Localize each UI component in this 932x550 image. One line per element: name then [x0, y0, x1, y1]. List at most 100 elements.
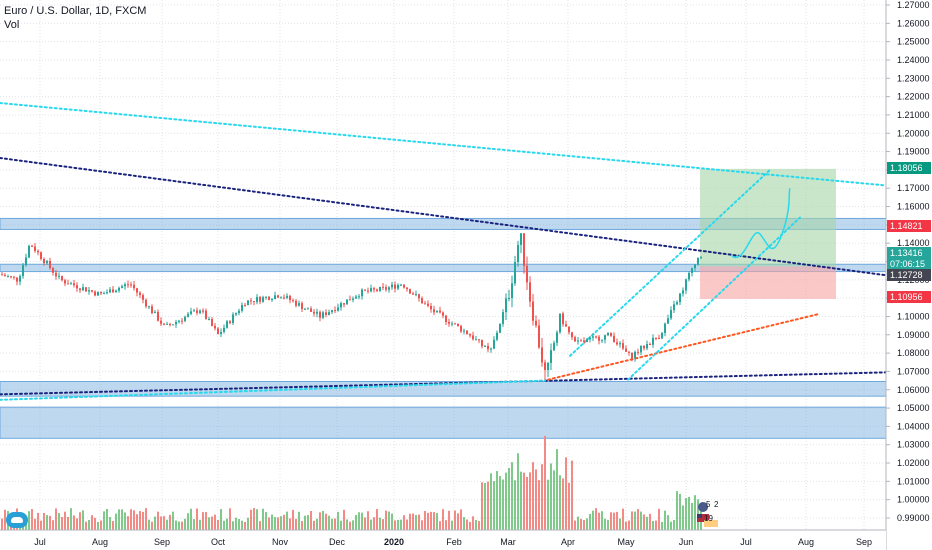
candle-bear[interactable] [325, 312, 327, 316]
candle-bull[interactable] [694, 264, 696, 269]
candle-bull[interactable] [700, 256, 702, 258]
candle-bull[interactable] [103, 293, 105, 295]
candle-bull[interactable] [232, 314, 234, 324]
candle-bear[interactable] [229, 321, 231, 324]
candle-bull[interactable] [328, 312, 330, 316]
candle-bear[interactable] [616, 342, 618, 345]
candle-bear[interactable] [655, 337, 657, 339]
candle-bull[interactable] [70, 283, 72, 285]
candle-bull[interactable] [175, 321, 177, 325]
candle-bear[interactable] [376, 289, 378, 291]
candle-bear[interactable] [472, 335, 474, 340]
candle-bull[interactable] [550, 350, 552, 364]
candle-bull[interactable] [223, 327, 225, 332]
candle-bull[interactable] [691, 268, 693, 274]
candle-bear[interactable] [532, 301, 534, 321]
candle-bull[interactable] [601, 339, 603, 341]
candle-bear[interactable] [130, 284, 132, 286]
candle-bull[interactable] [358, 296, 360, 298]
candle-bear[interactable] [31, 245, 33, 247]
trendline-rising-support[interactable] [547, 312, 821, 381]
candle-bull[interactable] [184, 316, 186, 321]
candle-bull[interactable] [265, 296, 267, 298]
candle-bull[interactable] [646, 344, 648, 349]
candle-bull[interactable] [220, 331, 222, 335]
candle-bull[interactable] [484, 345, 486, 347]
candle-bear[interactable] [16, 277, 18, 282]
candle-bear[interactable] [196, 310, 198, 314]
candle-bull[interactable] [673, 304, 675, 311]
candle-bear[interactable] [301, 303, 303, 310]
candle-bull[interactable] [355, 296, 357, 299]
candle-bull[interactable] [304, 308, 306, 310]
candle-bull[interactable] [19, 276, 21, 282]
candle-bull[interactable] [154, 311, 156, 314]
candle-bear[interactable] [52, 267, 54, 273]
candle-bear[interactable] [466, 330, 468, 335]
candle-bear[interactable] [43, 258, 45, 264]
candle-bull[interactable] [397, 284, 399, 289]
candle-bear[interactable] [349, 299, 351, 301]
candle-bear[interactable] [181, 320, 183, 322]
candle-bull[interactable] [604, 335, 606, 340]
trendline-long-term-support[interactable] [0, 371, 887, 396]
candle-bear[interactable] [100, 291, 102, 294]
candle-bear[interactable] [40, 252, 42, 259]
candle-bull[interactable] [109, 289, 111, 293]
candle-bear[interactable] [139, 292, 141, 296]
candle-bear[interactable] [157, 311, 159, 321]
candle-bull[interactable] [514, 262, 516, 284]
candle-bear[interactable] [538, 325, 540, 348]
candle-bull[interactable] [199, 310, 201, 314]
candle-bull[interactable] [352, 298, 354, 300]
candle-bull[interactable] [661, 332, 663, 339]
candle-bull[interactable] [697, 257, 699, 265]
candle-bear[interactable] [469, 334, 471, 336]
candle-bull[interactable] [361, 289, 363, 297]
candle-bear[interactable] [64, 280, 66, 284]
candle-bear[interactable] [49, 261, 51, 268]
candle-bear[interactable] [403, 284, 405, 288]
trendline-descending-resistance[interactable] [0, 156, 887, 277]
candle-bull[interactable] [238, 310, 240, 314]
candle-bull[interactable] [619, 343, 621, 345]
candle-bear[interactable] [205, 310, 207, 320]
candle-bull[interactable] [307, 308, 309, 310]
candle-bull[interactable] [370, 288, 372, 292]
candle-bull[interactable] [688, 273, 690, 280]
candle-bull[interactable] [586, 339, 588, 343]
candle-bear[interactable] [649, 344, 651, 346]
candle-bear[interactable] [55, 272, 57, 277]
candle-bear[interactable] [562, 313, 564, 325]
candle-bear[interactable] [295, 300, 297, 306]
candle-bear[interactable] [343, 303, 345, 305]
candle-bear[interactable] [283, 297, 285, 299]
candle-bear[interactable] [628, 351, 630, 353]
candle-bull[interactable] [298, 303, 300, 306]
candle-bear[interactable] [292, 300, 294, 302]
candle-bull[interactable] [262, 297, 264, 302]
candle-bull[interactable] [640, 345, 642, 353]
candle-bull[interactable] [451, 323, 453, 325]
candle-bear[interactable] [79, 288, 81, 291]
candle-bear[interactable] [643, 345, 645, 349]
candle-bull[interactable] [547, 363, 549, 371]
candle-bull[interactable] [493, 339, 495, 349]
candle-bear[interactable] [439, 310, 441, 313]
candle-bear[interactable] [637, 351, 639, 353]
candle-bull[interactable] [592, 336, 594, 338]
candle-bear[interactable] [394, 284, 396, 289]
candle-bull[interactable] [634, 351, 636, 359]
candle-bull[interactable] [388, 287, 390, 290]
candle-bull[interactable] [475, 339, 477, 341]
long-position-loss[interactable] [700, 266, 836, 299]
candle-bull[interactable] [46, 261, 48, 264]
candle-bull[interactable] [589, 337, 591, 340]
candle-bear[interactable] [112, 289, 114, 293]
candle-bear[interactable] [478, 339, 480, 341]
candle-bear[interactable] [259, 297, 261, 302]
candle-bull[interactable] [490, 348, 492, 350]
candle-bull[interactable] [247, 300, 249, 306]
candle-bear[interactable] [37, 250, 39, 253]
volume-indicator-label[interactable]: Vol [4, 19, 20, 31]
